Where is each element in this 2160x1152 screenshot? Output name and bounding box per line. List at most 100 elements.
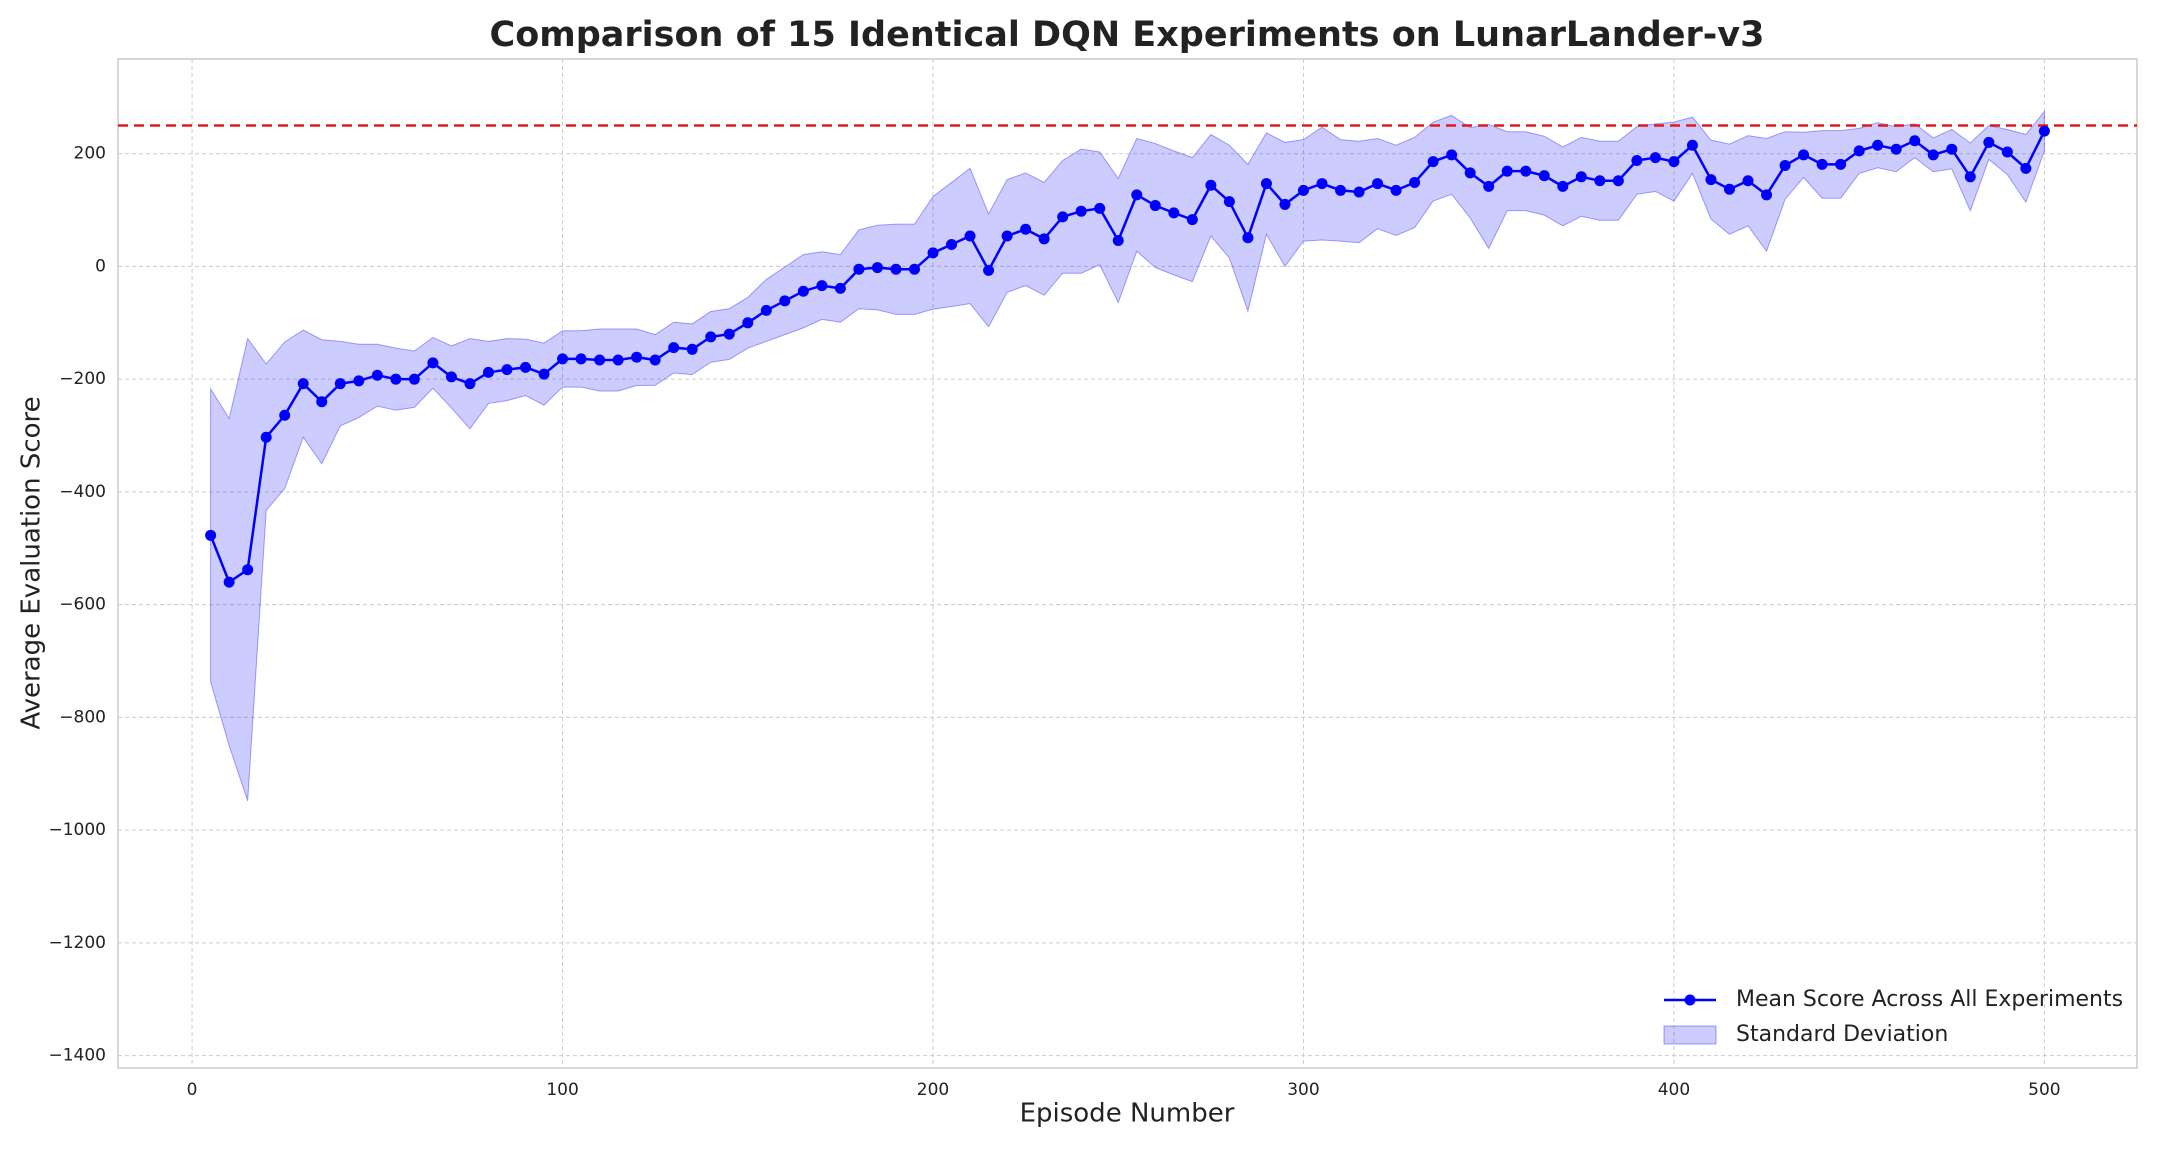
y-tick-label: −200: [59, 369, 106, 389]
mean-point: [1983, 136, 1995, 148]
y-tick-label: −1200: [48, 933, 106, 953]
mean-point: [1575, 171, 1587, 183]
mean-point: [1779, 160, 1791, 172]
mean-point: [631, 351, 643, 363]
mean-line: [209, 130, 2046, 585]
mean-point: [1242, 232, 1254, 244]
mean-point: [1649, 152, 1661, 164]
mean-point: [1001, 230, 1013, 242]
x-tick-label: 500: [2028, 1080, 2060, 1100]
mean-point: [1909, 135, 1921, 147]
mean-point: [1057, 211, 1069, 223]
mean-point: [1279, 198, 1291, 210]
mean-point: [1964, 171, 1976, 183]
mean-point: [816, 280, 828, 292]
x-axis-label: Episode Number: [1020, 1099, 1235, 1129]
mean-point: [1427, 156, 1439, 168]
mean-point: [1742, 175, 1754, 187]
mean-point: [1761, 189, 1773, 201]
y-tick-label: −1400: [48, 1046, 106, 1066]
mean-point: [297, 378, 309, 390]
mean-point: [594, 354, 606, 366]
mean-point: [1390, 184, 1402, 196]
mean-point: [779, 295, 791, 307]
mean-point: [223, 576, 235, 588]
y-tick-label: −800: [59, 707, 106, 727]
mean-point: [1372, 178, 1384, 190]
y-tick-label: −600: [59, 595, 106, 615]
mean-point: [2020, 162, 2032, 174]
x-tick-label: 100: [546, 1080, 578, 1100]
mean-point: [1297, 184, 1309, 196]
mean-point: [1501, 165, 1513, 177]
mean-point: [1835, 158, 1847, 170]
mean-point: [890, 263, 902, 275]
mean-point: [1316, 178, 1328, 190]
mean-point: [1668, 156, 1680, 168]
mean-point: [1075, 205, 1087, 217]
mean-point: [334, 378, 346, 390]
plot-frame: [117, 58, 2138, 1069]
mean-point: [2001, 146, 2013, 158]
mean-point: [1705, 174, 1717, 186]
mean-point: [1335, 184, 1347, 196]
mean-point: [723, 328, 735, 340]
mean-point: [1409, 176, 1421, 188]
y-tick-label: 0: [95, 256, 106, 276]
mean-point: [1205, 179, 1217, 191]
mean-point: [482, 366, 494, 378]
mean-point: [612, 354, 624, 366]
mean-point: [1483, 180, 1495, 192]
mean-point: [1538, 170, 1550, 182]
mean-point: [390, 373, 402, 385]
mean-point: [445, 371, 457, 383]
mean-point: [427, 357, 439, 369]
y-tick-label: 200: [74, 144, 106, 164]
mean-point: [705, 331, 717, 343]
legend: Mean Score Across All Experiments Standar…: [1663, 987, 2123, 1047]
mean-point: [1557, 180, 1569, 192]
mean-point: [1686, 139, 1698, 151]
mean-point: [983, 264, 995, 276]
mean-point: [1094, 202, 1106, 214]
mean-point: [1612, 175, 1624, 187]
mean-point: [1020, 223, 1032, 235]
mean-point: [353, 375, 365, 387]
mean-point: [1816, 158, 1828, 170]
mean-point: [871, 262, 883, 274]
mean-point: [946, 238, 958, 250]
mean-point: [1872, 139, 1884, 151]
mean-point: [927, 247, 939, 259]
x-tick-label: 300: [1287, 1080, 1319, 1100]
mean-point: [1112, 235, 1124, 247]
mean-point: [1168, 207, 1180, 219]
mean-point: [575, 353, 587, 365]
mean-point: [1464, 167, 1476, 179]
mean-point: [1353, 186, 1365, 198]
mean-point: [520, 361, 532, 373]
mean-point: [1594, 175, 1606, 187]
mean-point: [1927, 149, 1939, 161]
x-tick-label: 400: [1658, 1080, 1690, 1100]
y-tick-label: −1000: [48, 820, 106, 840]
legend-text: Mean Score Across All Experiments: [1736, 987, 2123, 1012]
mean-point: [538, 368, 550, 380]
mean-point: [668, 342, 680, 354]
mean-point: [686, 343, 698, 355]
x-tick-label: 0: [187, 1080, 198, 1100]
x-tick-label: 200: [917, 1080, 949, 1100]
mean-point: [464, 378, 476, 390]
mean-point: [760, 304, 772, 316]
mean-point: [316, 396, 328, 408]
legend-patch: [1663, 1025, 1717, 1045]
mean-point: [649, 354, 661, 366]
mean-point: [205, 529, 217, 541]
mean-point: [1149, 200, 1161, 212]
mean-point: [371, 369, 383, 381]
mean-point: [1631, 154, 1643, 166]
mean-point: [1798, 149, 1810, 161]
mean-point: [1038, 233, 1050, 245]
mean-point: [797, 285, 809, 297]
mean-point: [1723, 183, 1735, 195]
